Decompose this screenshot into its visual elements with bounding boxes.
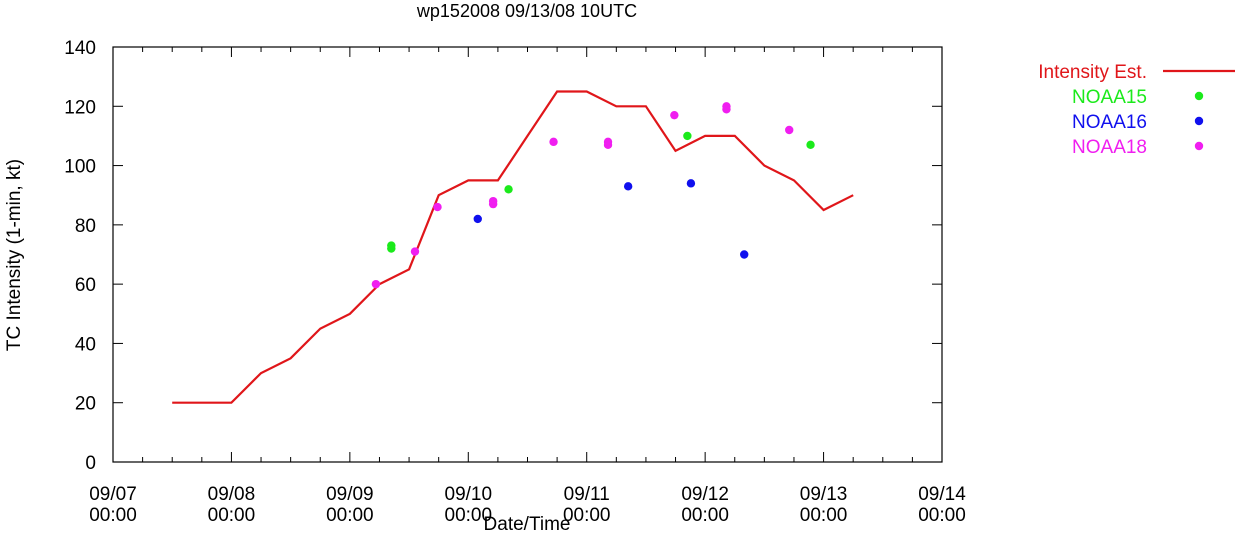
noaa18-point: [549, 137, 558, 147]
legend-swatch-point: [1194, 91, 1204, 101]
noaa18-point: [410, 247, 420, 256]
noaa16-point: [686, 179, 696, 188]
legend-label-noaa16: NOAA16: [1072, 112, 1147, 133]
y-tick-label: 40: [75, 334, 96, 355]
x-tick-label-time: 00:00: [326, 505, 374, 526]
x-tick-label-time: 00:00: [208, 505, 256, 526]
x-tick-label-time: 00:00: [918, 505, 966, 526]
noaa15-point: [387, 244, 396, 253]
plot-frame: [112, 46, 943, 463]
y-axis-label: TC Intensity (1-min, kt): [4, 159, 25, 351]
legend-swatch-point: [1194, 116, 1204, 126]
noaa16-point: [473, 214, 482, 224]
intensity-est-line: [172, 90, 854, 404]
noaa16-point: [740, 250, 749, 259]
x-tick-label-date: 09/10: [445, 484, 493, 505]
y-tick-label: 120: [64, 97, 96, 118]
noaa18-point: [722, 105, 731, 114]
legend-swatch-point: [1194, 141, 1204, 151]
noaa18-point: [670, 110, 679, 120]
noaa16-point: [623, 182, 633, 191]
noaa18-point: [603, 140, 613, 150]
noaa15-point: [504, 185, 513, 194]
x-tick-label-date: 09/07: [89, 484, 137, 505]
x-axis-label: Date/Time: [484, 514, 571, 533]
legend-label-noaa18: NOAA18: [1072, 137, 1147, 158]
x-tick-label-date: 09/08: [208, 484, 256, 505]
x-tick-label-date: 09/13: [800, 484, 848, 505]
x-tick-label-date: 09/09: [326, 484, 374, 505]
y-tick-label: 0: [85, 453, 96, 474]
x-tick-label-time: 00:00: [681, 505, 729, 526]
x-tick-label-date: 09/14: [918, 484, 966, 505]
y-tick-label: 20: [75, 394, 96, 415]
legend-label-noaa15: NOAA15: [1072, 87, 1147, 108]
y-tick-label: 100: [64, 157, 96, 178]
noaa18-point: [785, 125, 794, 135]
x-tick-label-time: 00:00: [800, 505, 848, 526]
x-tick-label-time: 00:00: [445, 505, 493, 526]
x-tick-label-time: 00:00: [89, 505, 137, 526]
noaa15-point: [806, 140, 815, 150]
y-tick-label: 80: [75, 216, 96, 237]
x-tick-label-date: 09/12: [681, 484, 729, 505]
y-tick-label: 60: [75, 275, 96, 296]
noaa18-point: [488, 199, 498, 209]
legend-label-intensity-est-: Intensity Est.: [1038, 62, 1147, 83]
noaa15-point: [683, 131, 692, 141]
x-tick-label-time: 00:00: [563, 505, 611, 526]
x-tick-label-date: 09/11: [564, 484, 610, 505]
noaa18-point: [371, 279, 381, 289]
y-tick-label: 140: [64, 38, 96, 59]
noaa18-point: [433, 202, 442, 212]
chart-title: wp152008 09/13/08 10UTC: [416, 1, 637, 21]
